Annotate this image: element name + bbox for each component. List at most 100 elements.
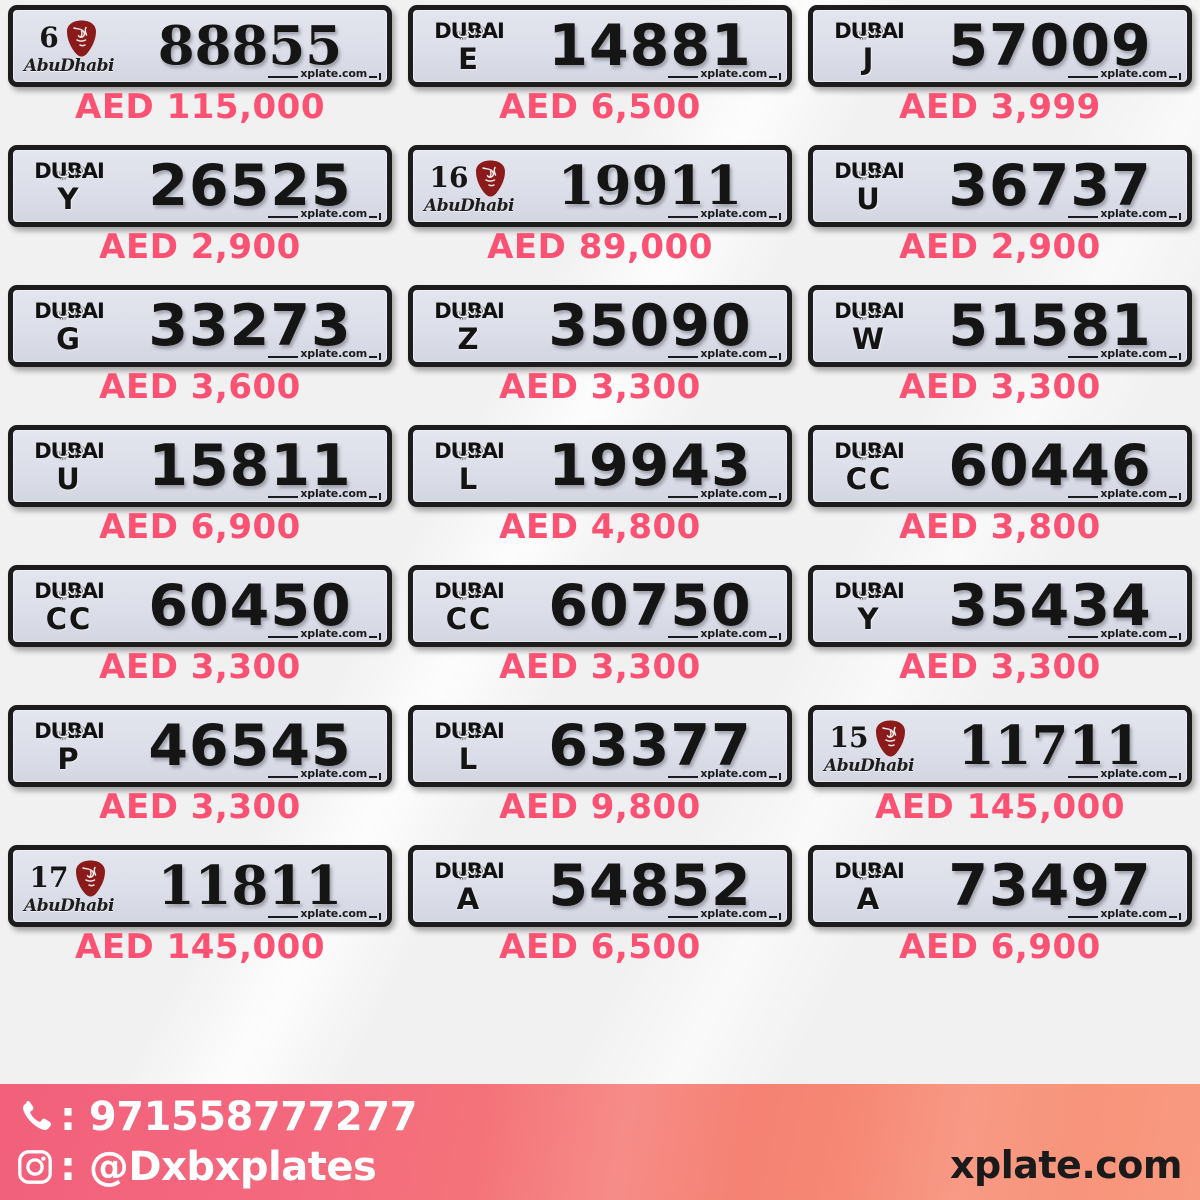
license-plate[interactable]: DUBAI دبي Y 35434 xplate.com: [808, 565, 1192, 647]
dubai-logo: DUBAI دبي: [432, 298, 506, 325]
dubai-latin-text: DUBAI: [434, 298, 505, 323]
abudhabi-falcon-icon: [73, 859, 108, 897]
contact-footer: : 971558777277 : @Dxbxplates xplate.com: [0, 1084, 1200, 1200]
dubai-logo: DUBAI دبي: [32, 438, 106, 465]
license-plate[interactable]: DUBAI دبي CC 60450 xplate.com: [8, 565, 392, 647]
plate-cell[interactable]: DUBAI دبي J 57009 xplate.com AED 3,999: [800, 0, 1200, 140]
dubai-arabic-text: دبي: [456, 17, 486, 40]
dubai-logo: DUBAI دبي: [832, 158, 906, 185]
instagram-row[interactable]: : @Dxbxplates: [14, 1142, 417, 1192]
plate-cell[interactable]: DUBAI دبي E 14881 xplate.com AED 6,500: [400, 0, 800, 140]
plate-cell[interactable]: DUBAI دبي L 19943 xplate.com AED 4,800: [400, 420, 800, 560]
plate-code: 16: [429, 161, 469, 194]
dubai-latin-text: DUBAI: [834, 18, 905, 43]
plate-price: AED 2,900: [899, 227, 1101, 267]
plate-number: 19911: [557, 154, 743, 217]
watermark-rule-right: [1169, 216, 1177, 218]
abudhabi-falcon-icon: [873, 719, 908, 757]
plate-price: AED 6,500: [499, 87, 701, 127]
emirate-block-dubai: DUBAI دبي E: [413, 10, 525, 82]
watermark-rule-right: [369, 356, 377, 358]
license-plate[interactable]: DUBAI دبي J 57009 xplate.com: [808, 5, 1192, 87]
license-plate[interactable]: DUBAI دبي W 51581 xplate.com: [808, 285, 1192, 367]
license-plate[interactable]: DUBAI دبي L 19943 xplate.com: [408, 425, 792, 507]
watermark-rule-right: [769, 356, 777, 358]
plate-price: AED 89,000: [487, 227, 713, 267]
plate-code: P: [57, 741, 81, 776]
plate-number: 60450: [148, 572, 352, 639]
plate-cell[interactable]: DUBAI دبي G 33273 xplate.com AED 3,600: [0, 280, 400, 420]
plate-cell[interactable]: DUBAI دبي CC 60446 xplate.com AED 3,800: [800, 420, 1200, 560]
plate-price: AED 3,300: [899, 367, 1101, 407]
license-plate[interactable]: 16 AbuDhabi 19911 xplate.com: [408, 145, 792, 227]
license-plate[interactable]: 15 AbuDhabi 11711 xplate.com: [808, 705, 1192, 787]
plate-cell[interactable]: DUBAI دبي W 51581 xplate.com AED 3,300: [800, 280, 1200, 420]
abudhabi-top-row: 16: [430, 157, 509, 199]
plate-cell[interactable]: 16 AbuDhabi 19911 xplate.com AED 89,000: [400, 140, 800, 280]
license-plate[interactable]: DUBAI دبي CC 60446 xplate.com: [808, 425, 1192, 507]
license-plate[interactable]: DUBAI دبي A 73497 xplate.com: [808, 845, 1192, 927]
plate-number: 35434: [948, 572, 1152, 639]
emirate-block-dubai: DUBAI دبي CC: [13, 570, 125, 642]
license-plate[interactable]: 17 AbuDhabi 11811 xplate.com: [8, 845, 392, 927]
dubai-arabic-text: دبي: [456, 717, 486, 740]
plate-cell[interactable]: DUBAI دبي P 46545 xplate.com AED 3,300: [0, 700, 400, 840]
plate-price: AED 4,800: [499, 507, 701, 547]
plate-cell[interactable]: DUBAI دبي Y 35434 xplate.com AED 3,300: [800, 560, 1200, 700]
plate-cell[interactable]: DUBAI دبي Z 35090 xplate.com AED 3,300: [400, 280, 800, 420]
plate-grid: 6 AbuDhabi 88855 xplate.com AED 115,000 DUBAI…: [0, 0, 1200, 980]
plate-price: AED 3,800: [899, 507, 1101, 547]
plate-code: L: [458, 461, 480, 496]
plate-number: 36737: [948, 152, 1152, 219]
plate-cell[interactable]: 6 AbuDhabi 88855 xplate.com AED 115,000: [0, 0, 400, 140]
phone-icon: [14, 1096, 56, 1138]
emirate-block-dubai: DUBAI دبي CC: [813, 430, 925, 502]
dubai-latin-text: DUBAI: [834, 158, 905, 183]
dubai-arabic-text: دبي: [56, 297, 86, 320]
plate-code: CC: [845, 461, 893, 496]
license-plate[interactable]: DUBAI دبي Y 26525 xplate.com: [8, 145, 392, 227]
plate-number: 73497: [948, 852, 1152, 919]
plate-code: Z: [457, 321, 481, 356]
plate-cell[interactable]: DUBAI دبي CC 60750 xplate.com AED 3,300: [400, 560, 800, 700]
dubai-logo: DUBAI دبي: [432, 17, 506, 45]
license-plate[interactable]: DUBAI دبي Z 35090 xplate.com: [408, 285, 792, 367]
phone-row[interactable]: : 971558777277: [14, 1092, 417, 1142]
dubai-logo: DUBAI دبي: [32, 578, 106, 605]
plate-cell[interactable]: DUBAI دبي CC 60450 xplate.com AED 3,300: [0, 560, 400, 700]
plate-cell[interactable]: 17 AbuDhabi 11811 xplate.com AED 145,000: [0, 840, 400, 980]
plate-cell[interactable]: DUBAI دبي A 54852 xplate.com AED 6,500: [400, 840, 800, 980]
plate-number: 51581: [948, 292, 1152, 359]
dubai-latin-text: DUBAI: [34, 578, 105, 603]
plate-code: 15: [829, 721, 869, 754]
license-plate[interactable]: DUBAI دبي L 63377 xplate.com: [408, 705, 792, 787]
dubai-logo: DUBAI دبي: [32, 297, 106, 325]
plate-cell[interactable]: DUBAI دبي Y 26525 xplate.com AED 2,900: [0, 140, 400, 280]
license-plate[interactable]: DUBAI دبي U 36737 xplate.com: [808, 145, 1192, 227]
license-plate[interactable]: DUBAI دبي P 46545 xplate.com: [8, 705, 392, 787]
footer-brand[interactable]: xplate.com: [950, 1143, 1182, 1187]
plate-number: 15811: [148, 432, 352, 499]
license-plate[interactable]: DUBAI دبي A 54852 xplate.com: [408, 845, 792, 927]
plate-cell[interactable]: DUBAI دبي A 73497 xplate.com AED 6,900: [800, 840, 1200, 980]
plate-cell[interactable]: DUBAI دبي U 15811 xplate.com AED 6,900: [0, 420, 400, 560]
plate-cell[interactable]: DUBAI دبي L 63377 xplate.com AED 9,800: [400, 700, 800, 840]
license-plate[interactable]: DUBAI دبي U 15811 xplate.com: [8, 425, 392, 507]
emirate-block-abudhabi: 6 AbuDhabi: [13, 10, 125, 82]
watermark-rule-right: [1169, 76, 1177, 78]
license-plate[interactable]: DUBAI دبي CC 60750 xplate.com: [408, 565, 792, 647]
license-plate[interactable]: DUBAI دبي G 33273 xplate.com: [8, 285, 392, 367]
license-plate[interactable]: 6 AbuDhabi 88855 xplate.com: [8, 5, 392, 87]
abudhabi-top-row: 6: [39, 17, 98, 59]
plate-code: U: [56, 461, 82, 496]
plate-cell[interactable]: DUBAI دبي U 36737 xplate.com AED 2,900: [800, 140, 1200, 280]
watermark-rule-right: [769, 76, 777, 78]
dubai-logo: DUBAI دبي: [432, 438, 506, 465]
plate-cell[interactable]: 15 AbuDhabi 11711 xplate.com AED 145,000: [800, 700, 1200, 840]
plate-price: AED 115,000: [75, 87, 325, 127]
plate-price: AED 3,300: [99, 647, 301, 687]
plate-price: AED 2,900: [99, 227, 301, 267]
license-plate[interactable]: DUBAI دبي E 14881 xplate.com: [408, 5, 792, 87]
dubai-latin-text: DUBAI: [34, 158, 105, 183]
